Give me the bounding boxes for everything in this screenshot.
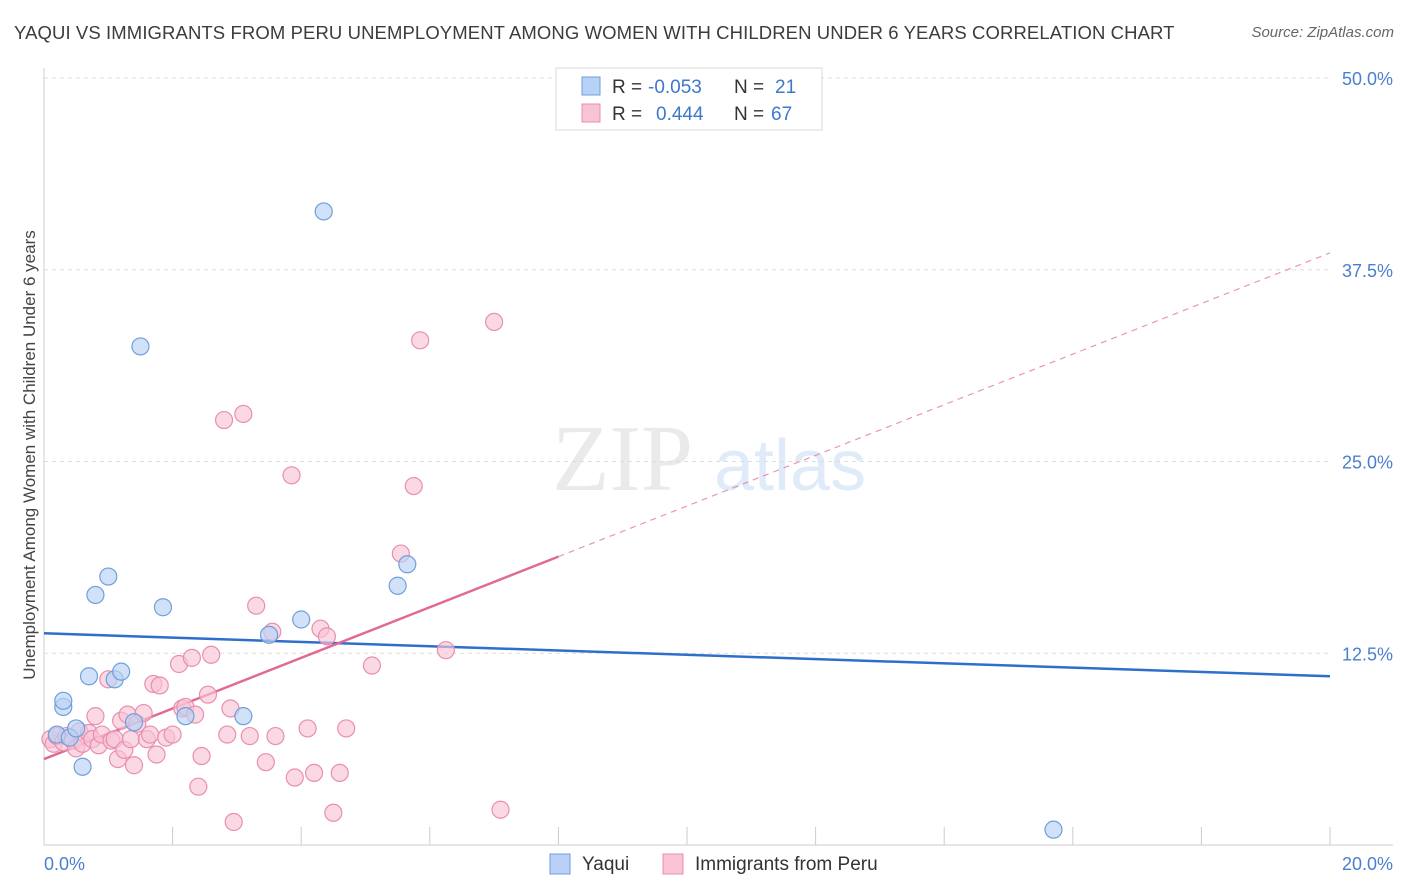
yaqui-point-6 bbox=[99, 567, 118, 586]
yaqui-point-9 bbox=[124, 713, 144, 732]
peru-point-21 bbox=[121, 730, 140, 749]
axes bbox=[43, 68, 1393, 846]
y-tick-label-3: 50.0% bbox=[1342, 69, 1393, 89]
watermark-zip: ZIP bbox=[552, 407, 693, 511]
yaqui-point-17 bbox=[388, 576, 407, 595]
peru-trend-extension bbox=[558, 252, 1331, 558]
peru-point-26 bbox=[140, 725, 160, 744]
y-tick-label-2: 37.5% bbox=[1342, 261, 1393, 281]
peru-point-48 bbox=[256, 753, 275, 772]
yaqui-point-19 bbox=[1044, 820, 1063, 839]
yaqui-point-3 bbox=[73, 757, 92, 776]
legend-swatch-yaqui bbox=[581, 76, 601, 96]
bottom-legend-label-peru: Immigrants from Peru bbox=[695, 854, 878, 875]
yaqui-point-8 bbox=[112, 662, 131, 681]
peru-point-54 bbox=[304, 763, 324, 783]
grid bbox=[44, 77, 1330, 654]
yaqui-point-5 bbox=[86, 585, 105, 605]
peru-point-22 bbox=[124, 756, 144, 775]
legend-n-label-peru: N = bbox=[734, 104, 764, 125]
yaqui-point-15 bbox=[292, 610, 311, 629]
yaqui-point-16 bbox=[314, 202, 333, 221]
watermark: ZIP atlas bbox=[552, 407, 866, 511]
legend-r-label-peru: R = bbox=[612, 104, 642, 125]
peru-point-47 bbox=[247, 596, 266, 615]
peru-point-60 bbox=[362, 656, 382, 675]
legend-r-label-yaqui: R = bbox=[612, 77, 642, 98]
bottom-legend: Yaqui Immigrants from Peru bbox=[549, 853, 878, 875]
yaqui-point-13 bbox=[234, 707, 253, 726]
peru-point-66 bbox=[491, 800, 510, 819]
yaqui-point-12 bbox=[176, 707, 195, 726]
peru-point-65 bbox=[485, 312, 504, 332]
y-axis-label: Unemployment Among Women with Children U… bbox=[20, 230, 39, 679]
watermark-atlas: atlas bbox=[714, 426, 866, 506]
legend-n-value-yaqui: 21 bbox=[775, 77, 796, 98]
peru-point-58 bbox=[330, 763, 349, 783]
peru-point-44 bbox=[224, 812, 243, 832]
peru-point-56 bbox=[317, 627, 337, 646]
bottom-legend-label-yaqui: Yaqui bbox=[582, 854, 629, 875]
peru-point-38 bbox=[192, 746, 211, 766]
yaqui-point-4 bbox=[79, 667, 99, 686]
chart-source: Source: ZipAtlas.com bbox=[1251, 24, 1394, 41]
peru-point-11 bbox=[86, 707, 105, 726]
legend-r-value-peru: 0.444 bbox=[656, 104, 704, 125]
peru-point-40 bbox=[202, 645, 221, 664]
legend-swatch-peru bbox=[581, 103, 601, 123]
peru-point-52 bbox=[285, 768, 304, 787]
tick-labels: 12.5% 25.0% 37.5% 50.0% 0.0% 20.0% bbox=[44, 69, 1393, 874]
yaqui-point-21 bbox=[54, 691, 73, 710]
peru-point-42 bbox=[218, 725, 237, 744]
peru-point-37 bbox=[189, 777, 208, 796]
peru-point-64 bbox=[436, 641, 455, 660]
peru-point-46 bbox=[240, 726, 259, 746]
peru-point-50 bbox=[266, 726, 285, 746]
bottom-legend-swatch-yaqui bbox=[549, 853, 571, 875]
peru-point-57 bbox=[324, 803, 343, 822]
legend-n-value-peru: 67 bbox=[771, 104, 792, 125]
peru-point-31 bbox=[163, 725, 182, 744]
peru-point-39 bbox=[198, 685, 218, 704]
peru-point-45 bbox=[234, 404, 253, 424]
y-tick-label-0: 12.5% bbox=[1342, 644, 1393, 664]
peru-point-59 bbox=[337, 719, 356, 738]
legend: R = -0.053 N = 21 R = 0.444 N = 67 bbox=[555, 67, 823, 131]
yaqui-point-14 bbox=[259, 625, 279, 644]
yaqui-point-2 bbox=[67, 719, 86, 738]
points bbox=[41, 202, 1063, 839]
yaqui-point-10 bbox=[131, 337, 150, 356]
yaqui-trend-line bbox=[43, 632, 1331, 678]
peru-point-53 bbox=[298, 719, 317, 738]
peru-point-29 bbox=[150, 676, 169, 695]
peru-point-51 bbox=[282, 466, 301, 485]
bottom-legend-swatch-peru bbox=[662, 853, 684, 875]
chart-title: YAQUI VS IMMIGRANTS FROM PERU UNEMPLOYME… bbox=[14, 22, 1175, 43]
peru-point-62 bbox=[404, 476, 423, 496]
peru-point-41 bbox=[214, 410, 234, 430]
x-tick-label-0: 0.0% bbox=[44, 854, 85, 874]
x-tick-label-1: 20.0% bbox=[1342, 854, 1393, 874]
y-tick-label-1: 25.0% bbox=[1342, 453, 1393, 473]
peru-point-28 bbox=[147, 745, 166, 764]
legend-n-label-yaqui: N = bbox=[734, 77, 764, 98]
peru-point-35 bbox=[182, 648, 201, 667]
peru-point-63 bbox=[411, 331, 430, 350]
yaqui-point-18 bbox=[398, 555, 417, 574]
legend-r-value-yaqui: -0.053 bbox=[648, 77, 702, 98]
yaqui-point-11 bbox=[153, 598, 173, 617]
